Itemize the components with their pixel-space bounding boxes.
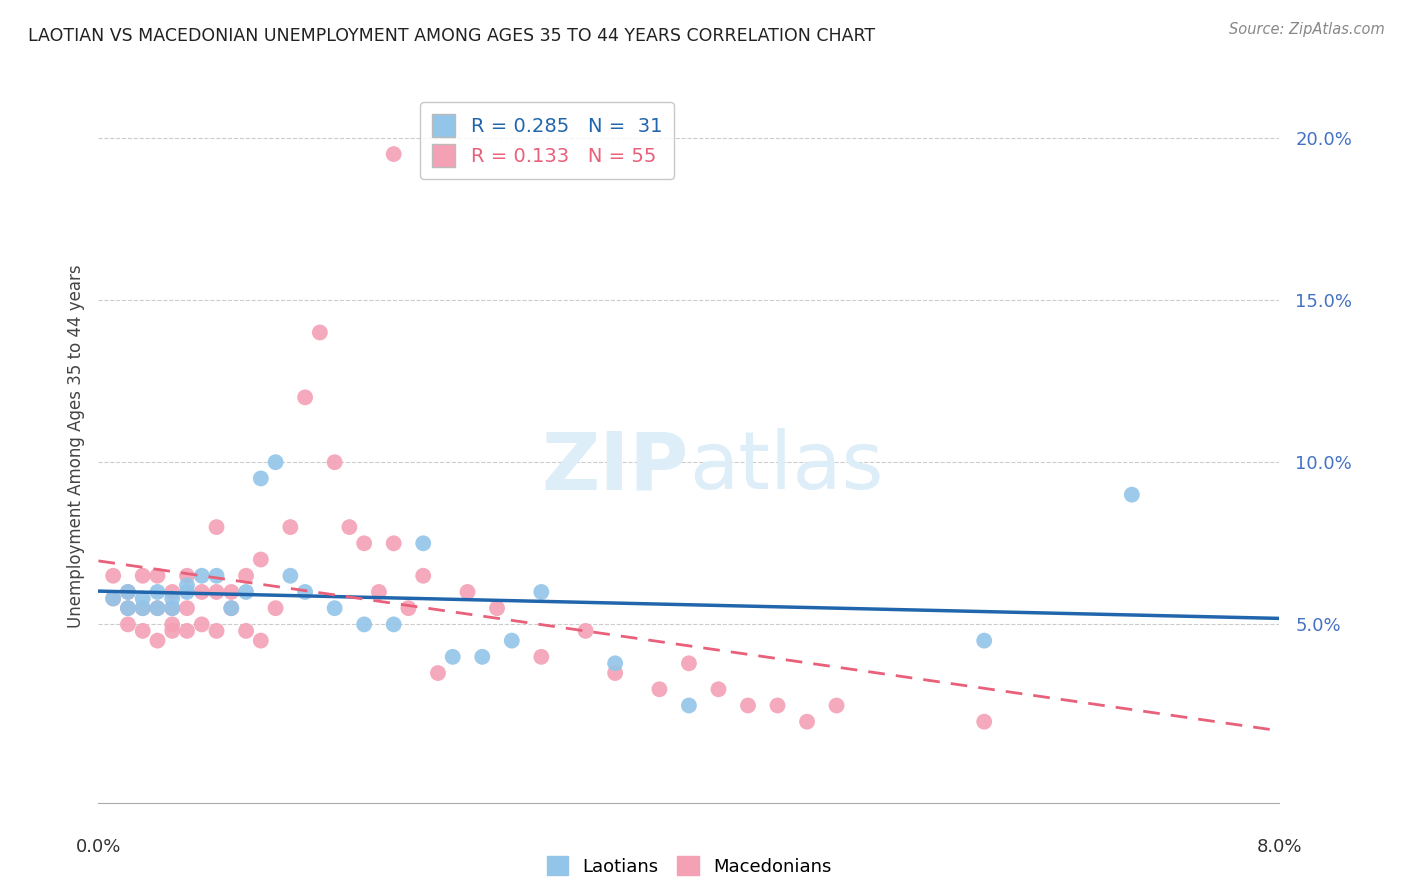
Point	[132, 601, 155, 615]
Point	[162, 591, 183, 606]
Point	[501, 633, 523, 648]
Point	[191, 617, 214, 632]
Point	[530, 649, 553, 664]
Text: 8.0%: 8.0%	[1257, 838, 1302, 856]
Point	[264, 455, 287, 469]
Point	[205, 585, 228, 599]
Point	[250, 552, 273, 566]
Point	[973, 633, 995, 648]
Point	[250, 633, 273, 648]
Point	[485, 601, 508, 615]
Text: ZIP: ZIP	[541, 428, 689, 507]
Point	[205, 520, 228, 534]
Point	[456, 585, 478, 599]
Point	[176, 624, 198, 638]
Point	[176, 585, 198, 599]
Point	[382, 536, 405, 550]
Point	[605, 657, 627, 671]
Point	[219, 585, 242, 599]
Point	[250, 471, 273, 485]
Point	[396, 601, 419, 615]
Point	[294, 585, 316, 599]
Point	[219, 601, 242, 615]
Point	[308, 326, 332, 340]
Point	[323, 601, 346, 615]
Point	[146, 585, 169, 599]
Point	[471, 649, 494, 664]
Text: LAOTIAN VS MACEDONIAN UNEMPLOYMENT AMONG AGES 35 TO 44 YEARS CORRELATION CHART: LAOTIAN VS MACEDONIAN UNEMPLOYMENT AMONG…	[28, 27, 876, 45]
Point	[146, 601, 169, 615]
Point	[132, 601, 155, 615]
Point	[412, 568, 434, 582]
Point	[205, 568, 228, 582]
Point	[323, 455, 346, 469]
Point	[219, 601, 242, 615]
Point	[205, 624, 228, 638]
Point	[132, 568, 155, 582]
Point	[103, 591, 124, 606]
Text: Source: ZipAtlas.com: Source: ZipAtlas.com	[1229, 22, 1385, 37]
Point	[235, 585, 257, 599]
Point	[117, 585, 139, 599]
Point	[235, 568, 257, 582]
Point	[103, 568, 124, 582]
Point	[737, 698, 759, 713]
Point	[117, 601, 139, 615]
Point	[162, 585, 183, 599]
Point	[146, 601, 169, 615]
Point	[162, 601, 183, 615]
Point	[162, 601, 183, 615]
Point	[382, 617, 405, 632]
Point	[278, 568, 301, 582]
Point	[132, 624, 155, 638]
Point	[278, 520, 301, 534]
Point	[678, 657, 700, 671]
Point	[176, 578, 198, 592]
Point	[264, 601, 287, 615]
Point	[382, 147, 405, 161]
Point	[367, 585, 389, 599]
Point	[162, 624, 183, 638]
Point	[766, 698, 789, 713]
Point	[353, 617, 375, 632]
Point	[132, 591, 155, 606]
Point	[191, 568, 214, 582]
Point	[294, 390, 316, 404]
Point	[176, 601, 198, 615]
Point	[117, 585, 139, 599]
Point	[648, 682, 671, 697]
Point	[678, 698, 700, 713]
Point	[707, 682, 730, 697]
Point	[337, 520, 360, 534]
Point	[117, 617, 139, 632]
Text: 0.0%: 0.0%	[76, 838, 121, 856]
Y-axis label: Unemployment Among Ages 35 to 44 years: Unemployment Among Ages 35 to 44 years	[66, 264, 84, 628]
Point	[146, 633, 169, 648]
Point	[973, 714, 995, 729]
Point	[441, 649, 464, 664]
Point	[412, 536, 434, 550]
Point	[574, 624, 596, 638]
Point	[146, 568, 169, 582]
Legend: R = 0.285   N =  31, R = 0.133   N = 55: R = 0.285 N = 31, R = 0.133 N = 55	[420, 103, 673, 178]
Text: atlas: atlas	[689, 428, 883, 507]
Point	[825, 698, 848, 713]
Point	[796, 714, 818, 729]
Point	[353, 536, 375, 550]
Point	[426, 666, 449, 681]
Point	[162, 617, 183, 632]
Point	[530, 585, 553, 599]
Point	[605, 666, 627, 681]
Point	[191, 585, 214, 599]
Point	[235, 624, 257, 638]
Point	[117, 601, 139, 615]
Point	[1121, 488, 1143, 502]
Point	[176, 568, 198, 582]
Point	[103, 591, 124, 606]
